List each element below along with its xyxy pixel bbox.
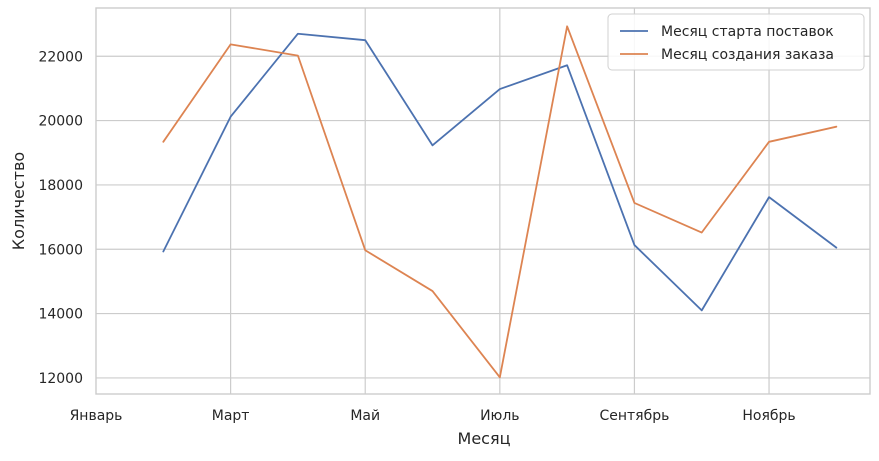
tick-labels: Январь Март Май Июль Сентябрь Ноябрь 12000 1400… bbox=[38, 49, 795, 424]
series-line-2 bbox=[162, 25, 838, 379]
legend: Месяц старта поставок Месяц создания зака… bbox=[607, 13, 865, 71]
legend-label: Месяц создания заказа bbox=[661, 47, 834, 63]
y-axis-title: Количество bbox=[9, 152, 28, 250]
y-tick-label: 22000 bbox=[38, 49, 83, 65]
x-tick-label: Сентябрь bbox=[599, 408, 669, 424]
x-tick-label: Март bbox=[212, 408, 250, 424]
y-tick-label: 12000 bbox=[38, 371, 83, 387]
x-tick-label: Май bbox=[350, 408, 380, 424]
x-axis-title: Месяц bbox=[458, 429, 511, 448]
y-tick-label: 20000 bbox=[38, 114, 83, 130]
y-tick-label: 14000 bbox=[38, 307, 83, 323]
plot-border bbox=[95, 7, 871, 395]
y-tick-label: 18000 bbox=[38, 178, 83, 194]
grid bbox=[96, 8, 870, 394]
legend-label: Месяц старта поставок bbox=[661, 24, 834, 40]
x-tick-label: Январь bbox=[70, 408, 123, 424]
y-tick-label: 16000 bbox=[38, 242, 83, 258]
plot-frame bbox=[95, 7, 871, 395]
series-line-1 bbox=[162, 32, 838, 312]
series-lines bbox=[162, 25, 838, 379]
x-tick-label: Июль bbox=[480, 408, 519, 424]
x-tick-label: Ноябрь bbox=[742, 408, 795, 424]
legend-box bbox=[607, 13, 865, 71]
